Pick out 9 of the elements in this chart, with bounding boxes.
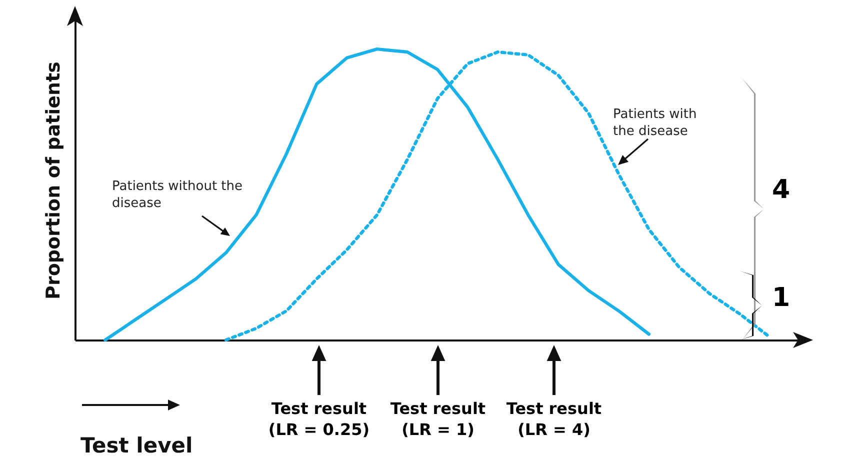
annotation: 4: [772, 175, 790, 205]
series-label: Patients without the disease: [112, 178, 244, 212]
x-axis-title: Test level: [80, 434, 193, 458]
series-label: Patients with the disease: [613, 106, 698, 140]
text: Test result (LR = 0.25): [267, 398, 371, 440]
annotation: 1: [772, 283, 790, 313]
text: Test result (LR = 1): [389, 398, 487, 440]
y-axis-title: Proportion of patients: [42, 62, 64, 300]
text: Test result (LR = 4): [505, 398, 603, 440]
